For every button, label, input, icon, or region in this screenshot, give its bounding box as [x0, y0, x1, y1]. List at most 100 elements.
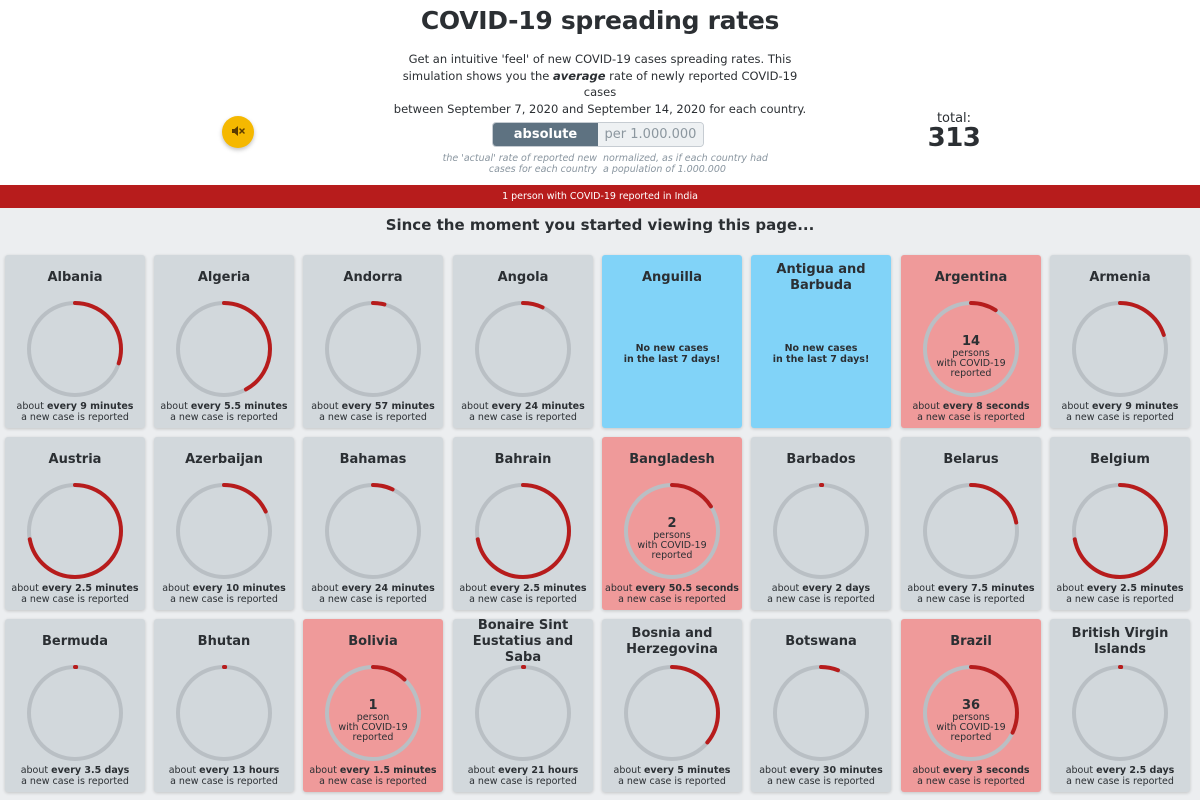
progress-ring — [1072, 483, 1168, 579]
case-count: 36 — [961, 698, 981, 713]
case-count: 2 — [667, 516, 677, 531]
country-name: Angola — [497, 270, 549, 285]
total-value: 313 — [927, 123, 981, 153]
rate-footer: about every 2.5 minutes a new case is rep… — [7, 583, 143, 605]
mute-button[interactable] — [222, 116, 254, 148]
case-count-line-2: with COVID-19 — [936, 722, 1006, 733]
rate-prefix: about — [1056, 583, 1087, 594]
country-card: Armenia about every 9 minutes a new case i… — [1050, 255, 1190, 428]
toggle-per-million[interactable]: per 1.000.000 — [598, 123, 703, 146]
ring-progress — [773, 665, 869, 761]
ring-progress — [27, 665, 123, 761]
rate-suffix: a new case is reported — [319, 412, 427, 423]
case-count-line-3: reported — [950, 732, 992, 743]
country-name: Barbados — [786, 452, 856, 467]
rate-prefix: about — [759, 765, 790, 776]
ring-progress — [475, 665, 571, 761]
rate-interval: every 7.5 minutes — [937, 583, 1035, 594]
rate-interval: every 3 seconds — [942, 765, 1030, 776]
rate-footer: about every 3.5 days a new case is report… — [7, 765, 143, 787]
ring-progress — [475, 483, 571, 579]
country-card: Bonaire Sint Eustatius and Saba about eve… — [453, 619, 593, 792]
country-name: Algeria — [197, 270, 251, 285]
country-card: Belgium about every 2.5 minutes a new case… — [1050, 437, 1190, 610]
rate-prefix: about — [311, 401, 342, 412]
progress-ring — [773, 665, 869, 761]
country-card: Bangladesh 2 persons with COVID-19 reported a… — [602, 437, 742, 610]
rate-footer: about every 5.5 minutes a new case is rep… — [156, 401, 292, 423]
ring-progress — [624, 483, 720, 579]
rate-prefix: about — [168, 765, 200, 776]
case-banner: 1 person with COVID-19 reported in India — [0, 185, 1200, 208]
rate-interval: every 2.5 days — [1096, 765, 1175, 776]
rate-interval: every 2.5 minutes — [1086, 583, 1184, 594]
rate-interval: every 1.5 minutes — [339, 765, 437, 776]
rate-prefix: about — [309, 765, 340, 776]
rate-suffix: a new case is reported — [1066, 594, 1174, 605]
country-card: Belarus about every 7.5 minutes a new case… — [901, 437, 1041, 610]
ring-progress — [176, 483, 272, 579]
rate-suffix: a new case is reported — [767, 594, 875, 605]
rate-prefix: about — [912, 765, 943, 776]
country-card: Bahamas about every 24 minutes a new case … — [303, 437, 443, 610]
rate-footer: about every 9 minutes a new case is repor… — [1052, 401, 1188, 423]
ring-progress — [923, 483, 1019, 579]
case-count-info: 36 persons with COVID-19 reported — [921, 698, 1021, 743]
ring-track — [1072, 665, 1168, 761]
country-card: Barbados about every 2 days a new case is … — [751, 437, 891, 610]
progress-ring — [475, 301, 571, 397]
country-card: Bermuda about every 3.5 days a new case is… — [5, 619, 145, 792]
rate-interval: every 3.5 days — [51, 765, 130, 776]
country-card: Azerbaijan about every 10 minutes a new ca… — [154, 437, 294, 610]
rate-prefix: about — [160, 401, 191, 412]
toggle-absolute[interactable]: absolute — [493, 123, 598, 146]
progress-ring — [1072, 301, 1168, 397]
country-name: Belarus — [943, 452, 999, 467]
country-name: Armenia — [1089, 270, 1151, 285]
progress-ring — [27, 665, 123, 761]
case-count-unit: persons — [653, 530, 691, 541]
country-name: Andorra — [343, 270, 403, 285]
intro-line-2-emphasis: average — [552, 68, 606, 83]
rate-interval: every 24 minutes — [491, 401, 585, 412]
progress-ring — [475, 665, 571, 761]
rate-suffix: a new case is reported — [21, 594, 129, 605]
progress-ring — [923, 665, 1019, 761]
ring-progress — [325, 301, 421, 397]
ring-progress — [176, 301, 272, 397]
country-name: Bolivia — [348, 634, 398, 649]
rate-suffix: a new case is reported — [21, 776, 129, 787]
case-count-unit: persons — [952, 348, 990, 359]
no-cases-line-2: in the last 7 days! — [772, 354, 870, 365]
ring-track — [773, 665, 869, 761]
country-card: Bosnia and Herzegovina about every 5 minu… — [602, 619, 742, 792]
rate-suffix: a new case is reported — [1066, 412, 1174, 423]
case-count-line-2: with COVID-19 — [338, 722, 408, 733]
country-card: Bolivia 1 person with COVID-19 reported about… — [303, 619, 443, 792]
ring-progress — [176, 665, 272, 761]
case-count-line-3: reported — [651, 550, 693, 561]
rate-interval: every 5.5 minutes — [190, 401, 288, 412]
ring-track — [475, 301, 571, 397]
rate-footer: about every 13 hours a new case is report… — [156, 765, 292, 787]
rate-prefix: about — [16, 401, 47, 412]
rate-suffix: a new case is reported — [1066, 776, 1174, 787]
rate-footer: about every 50.5 seconds a new case is re… — [604, 583, 740, 605]
case-count: 1 — [368, 698, 378, 713]
progress-ring — [773, 483, 869, 579]
country-card: Argentina 14 persons with COVID-19 reported a… — [901, 255, 1041, 428]
country-card: Bhutan about every 13 hours a new case is … — [154, 619, 294, 792]
rate-prefix: about — [613, 765, 644, 776]
country-name: Bahamas — [339, 452, 407, 467]
progress-ring — [27, 483, 123, 579]
case-count-unit: person — [356, 712, 390, 723]
ring-track — [475, 665, 571, 761]
mode-toggle: absolute per 1.000.000 — [492, 122, 704, 147]
country-name: Argentina — [934, 270, 1008, 285]
country-card: Andorra about every 57 minutes a new case … — [303, 255, 443, 428]
country-card: British Virgin Islands about every 2.5 da… — [1050, 619, 1190, 792]
intro-line-2-post: rate of newly reported COVID-19 cases — [583, 68, 798, 100]
rate-suffix: a new case is reported — [170, 412, 278, 423]
rate-suffix: a new case is reported — [319, 776, 427, 787]
rate-prefix: about — [605, 583, 636, 594]
